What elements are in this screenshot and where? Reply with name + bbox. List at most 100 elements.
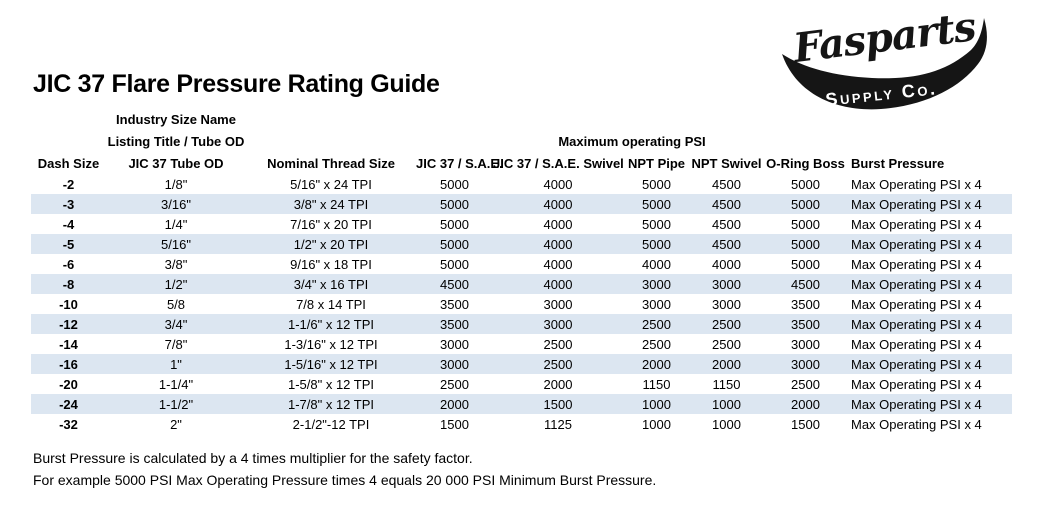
table-row: -6 3/8" 9/16" x 18 TPI 5000 4000 4000 4000 5000… [31,254,1012,274]
table-cell: 2" [170,416,182,432]
table-cell: 1500 [791,416,820,432]
table-cell: 2500 [642,336,671,352]
table-cell: 2500 [623,314,690,334]
table-cell: 7/16" x 20 TPI [290,216,372,232]
col-header-npt-pipe: NPT Pipe [627,155,686,171]
table-cell: 4000 [543,216,573,232]
table-cell: 1/2" x 20 TPI [246,234,416,254]
table-cell: 1125 [544,416,572,432]
table-cell: 5000 [763,234,848,254]
table-cell: 5000 [642,216,671,232]
table-cell: 1150 [642,376,671,392]
table-cell: 5000 [642,176,671,192]
table-cell: Max Operating PSI x 4 [851,296,982,312]
table-cell: 1/2" [106,274,246,294]
table-row: -3 3/16" 3/8" x 24 TPI 5000 4000 5000 4500 5000… [31,194,1012,214]
table-cell: Max Operating PSI x 4 [851,376,982,392]
table-cell: 3000 [493,314,623,334]
table-row: -24 1-1/2" 1-7/8" x 12 TPI 2000 1500 1000 1000… [31,394,1012,414]
table-cell: -6 [62,256,75,272]
table-cell: -2 [62,176,75,192]
pressure-rating-table: Industry Size Name Listing Title / Tube … [31,108,1012,434]
table-cell: 4000 [543,256,573,272]
table-cell: 4000 [493,234,623,254]
table-cell: -8 [31,274,106,294]
table-cell: -32 [59,416,78,432]
table-cell: 4500 [690,234,763,254]
table-row: -12 3/4" 1-1/6" x 12 TPI 3500 3000 2500 2500 35… [31,314,1012,334]
table-cell: 1-1/6" x 12 TPI [246,314,416,334]
table-row: -14 7/8" 1-3/16" x 12 TPI 3000 2500 2500 2500 3… [31,334,1012,354]
table-cell: 5000 [791,256,820,272]
table-cell: -24 [31,394,106,414]
col-header-nominal-thread: Nominal Thread Size [267,155,395,171]
col-header-jic-sae: JIC 37 / S.A.E. [416,155,503,171]
logo-script-text: Fasparts [790,4,978,72]
table-cell: 2000 [763,394,848,414]
table-cell: Max Operating PSI x 4 [851,176,982,192]
table-cell: 1-3/16" x 12 TPI [284,336,378,352]
col-header-burst-pressure: Burst Pressure [851,155,945,171]
table-cell: 3000 [623,274,690,294]
table-cell: 1000 [690,394,763,414]
table-cell: 2500 [440,376,469,392]
table-cell: 3/8" x 24 TPI [246,194,416,214]
table-cell: 2000 [690,354,763,374]
table-cell: 5000 [440,216,469,232]
table-cell: 5000 [416,194,493,214]
table-cell: 1000 [623,394,690,414]
table-row: -2 1/8" 5/16" x 24 TPI 5000 4000 5000 4500 5000… [31,174,1012,194]
table-cell: -12 [31,314,106,334]
table-cell: -16 [31,354,106,374]
table-cell: 4000 [712,256,741,272]
table-cell: 1000 [642,416,671,432]
table-cell: 3500 [440,296,469,312]
listing-title-header: Listing Title / Tube OD [107,133,245,149]
table-cell: 5000 [763,194,848,214]
table-row: -4 1/4" 7/16" x 20 TPI 5000 4000 5000 4500 5000… [31,214,1012,234]
logo-swoosh-shape [782,18,987,110]
footnotes: Burst Pressure is calculated by a 4 time… [33,447,656,491]
footnote-line-2: For example 5000 PSI Max Operating Press… [33,472,657,488]
table-cell: 3000 [440,336,469,352]
table-cell: 3000 [690,274,763,294]
table-cell: 3000 [416,354,493,374]
table-cell: 1-1/2" [106,394,246,414]
table-cell: 1" [106,354,246,374]
table-cell: 5/16" [106,234,246,254]
table-cell: 5/8 [166,296,186,312]
table-cell: 5000 [791,216,820,232]
table-cell: Max Operating PSI x 4 [848,274,1012,294]
table-cell: 5/16" x 24 TPI [290,176,372,192]
table-cell: 1/8" [164,176,188,192]
table-cell: 3000 [642,296,671,312]
table-cell: 3000 [712,296,741,312]
table-cell: 3/4" [106,314,246,334]
table-cell: 7/8 x 14 TPI [296,296,366,312]
table-cell: 4000 [642,256,671,272]
group-header-row-1: Industry Size Name [31,108,1012,130]
table-cell: 1-7/8" x 12 TPI [246,394,416,414]
table-cell: Max Operating PSI x 4 [851,416,982,432]
table-cell: Max Operating PSI x 4 [848,354,1012,374]
table-cell: -3 [31,194,106,214]
empty-cell [246,130,416,152]
footnote-line-1: Burst Pressure is calculated by a 4 time… [33,450,473,466]
table-cell: 2500 [791,376,820,392]
table-cell: 4500 [690,194,763,214]
table-cell: -20 [59,376,78,392]
table-cell: 2500 [543,336,573,352]
col-header-dash-size: Dash Size [37,155,100,171]
table-cell: Max Operating PSI x 4 [851,336,982,352]
empty-cell [31,130,106,152]
table-cell: Max Operating PSI x 4 [848,194,1012,214]
table-row: -16 1" 1-5/16" x 12 TPI 3000 2500 2000 2000 300… [31,354,1012,374]
fasparts-logo: Fasparts Supply Co. [782,4,987,110]
column-header-row: Dash Size JIC 37 Tube OD Nominal Thread … [31,152,1012,174]
table-cell: 2000 [543,376,573,392]
table-cell: Max Operating PSI x 4 [848,314,1012,334]
table-cell: 1500 [493,394,623,414]
table-cell: 1500 [440,416,469,432]
table-cell: 3500 [791,296,820,312]
